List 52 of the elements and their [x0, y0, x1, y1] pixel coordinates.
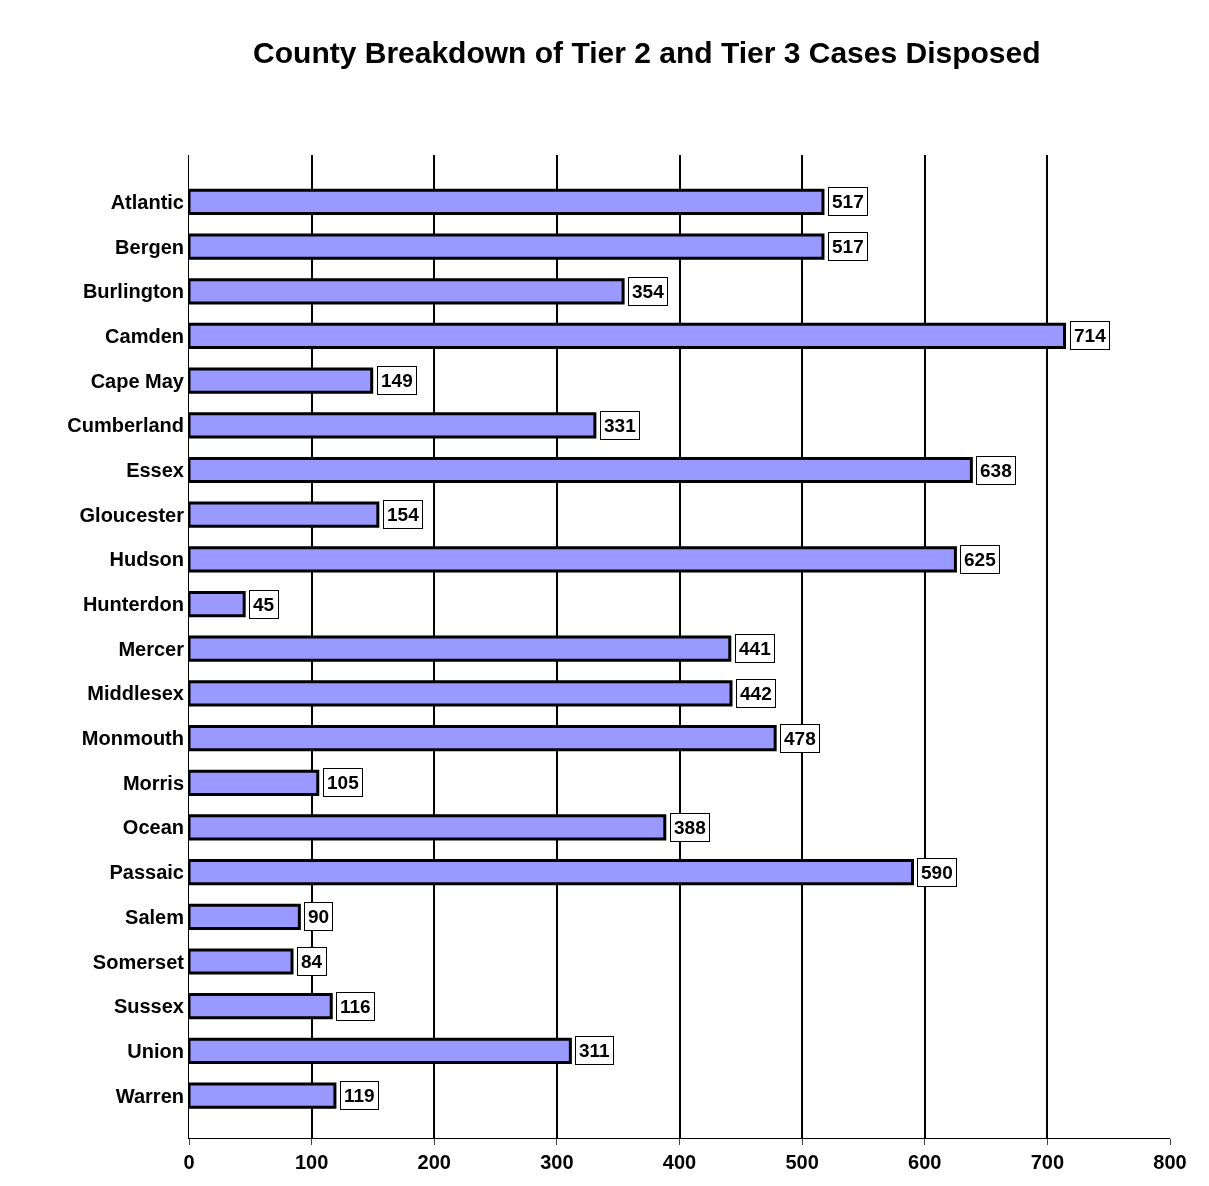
y-tick-label: Cape May [90, 369, 185, 392]
data-label: 714 [1074, 325, 1107, 346]
data-label: 354 [632, 281, 665, 302]
y-tick-label: Warren [115, 1084, 184, 1107]
y-tick-label: Morris [122, 771, 184, 794]
x-tick-label: 700 [1030, 1151, 1065, 1173]
data-label: 149 [381, 370, 413, 391]
data-label: 517 [832, 191, 864, 212]
data-label: 625 [964, 549, 997, 570]
x-tick-label: 200 [417, 1151, 451, 1173]
y-tick-label: Atlantic [110, 190, 184, 213]
y-tick-label: Bergen [115, 235, 184, 258]
y-tick-label: Hudson [109, 548, 184, 571]
x-tick-label: 800 [1153, 1151, 1187, 1173]
data-label: 116 [340, 996, 371, 1017]
data-label: 517 [832, 236, 864, 257]
y-tick-label: Mercer [118, 637, 185, 660]
y-tick-label: Ocean [122, 816, 184, 839]
data-label: 331 [604, 415, 637, 436]
data-label: 638 [980, 460, 1012, 481]
data-label: 84 [301, 951, 323, 972]
x-tick-label: 400 [662, 1151, 697, 1173]
data-label: 311 [579, 1040, 611, 1061]
y-tick-label: Burlington [82, 280, 184, 303]
data-label: 154 [387, 504, 420, 525]
data-label: 388 [674, 817, 706, 838]
data-label: 442 [740, 683, 772, 704]
x-tick-label: 100 [294, 1151, 329, 1173]
y-tick-label: Union [127, 1039, 184, 1062]
y-tick-label: Camden [105, 324, 184, 347]
x-tick-label: 300 [540, 1151, 574, 1173]
y-tick-label: Sussex [113, 995, 184, 1018]
x-tick-label: 600 [908, 1151, 942, 1173]
data-label: 119 [344, 1085, 375, 1106]
data-label: 441 [739, 638, 772, 659]
y-tick-label: Somerset [92, 950, 185, 973]
data-label: 105 [327, 772, 360, 793]
x-tick-label: 500 [785, 1151, 819, 1173]
data-label: 478 [784, 728, 816, 749]
y-tick-label: Monmouth [81, 727, 184, 750]
y-tick-label: Passaic [109, 861, 184, 884]
x-tick-label: 0 [183, 1151, 195, 1173]
chart-title: County Breakdown of Tier 2 and Tier 3 Cases Disposed [253, 35, 1041, 69]
y-tick-label: Middlesex [87, 682, 184, 705]
y-tick-label: Essex [126, 459, 184, 482]
y-tick-label: Hunterdon [82, 593, 184, 616]
data-label: 45 [253, 594, 275, 615]
data-label: 90 [308, 906, 330, 927]
data-label: 590 [921, 862, 953, 883]
y-tick-label: Gloucester [79, 503, 185, 526]
y-tick-label: Cumberland [67, 414, 184, 437]
y-tick-label: Salem [125, 905, 184, 928]
